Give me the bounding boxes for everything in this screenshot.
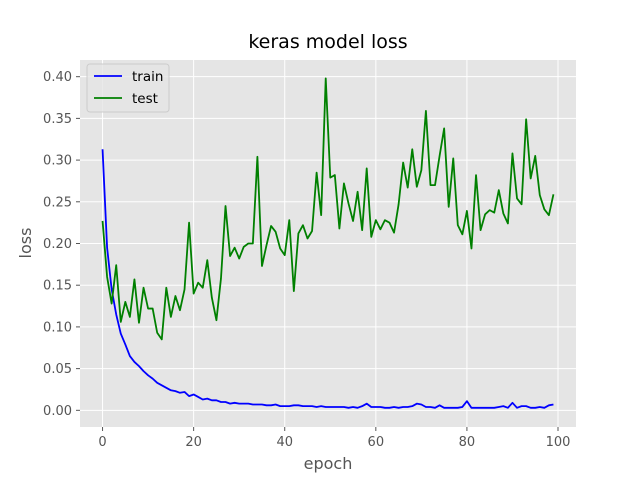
x-axis-ticks: 0 20 40 60 80 100 — [98, 427, 570, 450]
y-axis-ticks: 0.00 0.05 0.10 0.15 0.20 0.25 0.30 0.35 0.40 — [43, 70, 80, 419]
legend: train test — [86, 63, 170, 113]
y-axis-label: loss — [16, 228, 35, 259]
y-tick-label: 0.30 — [43, 154, 72, 169]
y-tick-label: 0.15 — [43, 279, 72, 294]
x-tick-label: 80 — [459, 435, 476, 450]
x-tick-label: 100 — [546, 435, 571, 450]
x-tick-label: 20 — [185, 435, 202, 450]
x-tick-label: 40 — [276, 435, 293, 450]
legend-label-train: train — [132, 69, 163, 85]
y-tick-label: 0.10 — [43, 320, 72, 335]
chart-title: keras model loss — [248, 31, 407, 53]
x-tick-label: 60 — [368, 435, 385, 450]
legend-label-test: test — [132, 91, 158, 107]
y-tick-label: 0.00 — [43, 404, 72, 419]
y-tick-label: 0.20 — [43, 237, 72, 252]
y-tick-label: 0.35 — [43, 112, 72, 127]
y-tick-label: 0.25 — [43, 195, 72, 210]
x-axis-label: epoch — [304, 454, 353, 473]
y-tick-label: 0.05 — [43, 362, 72, 377]
series-line-test — [101, 77, 555, 341]
x-tick-label: 0 — [98, 435, 106, 450]
series-layer — [101, 77, 555, 409]
series-line-train — [101, 149, 554, 409]
y-tick-label: 0.40 — [43, 70, 72, 85]
grid — [80, 60, 576, 427]
